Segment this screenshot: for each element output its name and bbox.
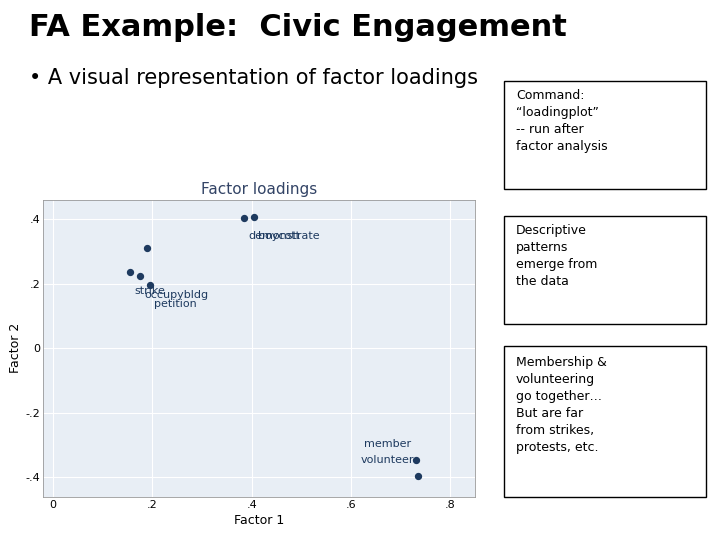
Point: [410, 455, 421, 464]
Text: Descriptive
patterns
emerge from
the data: Descriptive patterns emerge from the dat…: [516, 224, 598, 288]
Point: [248, 213, 260, 221]
Text: volunteer: volunteer: [361, 455, 414, 465]
Point: [238, 213, 250, 222]
Text: Command:
“loadingplot”
-- run after
factor analysis: Command: “loadingplot” -- run after fact…: [516, 89, 608, 153]
X-axis label: Factor 1: Factor 1: [234, 514, 284, 526]
Point: [144, 281, 156, 289]
Text: demonstrate: demonstrate: [248, 232, 320, 241]
Text: • A visual representation of factor loadings: • A visual representation of factor load…: [29, 68, 478, 87]
Text: petition: petition: [154, 299, 197, 309]
Text: member: member: [364, 438, 411, 449]
Text: strike: strike: [134, 286, 165, 296]
Point: [142, 244, 153, 253]
Point: [125, 268, 136, 277]
Text: occupybldg: occupybldg: [144, 289, 208, 300]
Text: FA Example:  Civic Engagement: FA Example: Civic Engagement: [29, 14, 567, 43]
Text: boycott: boycott: [258, 231, 300, 241]
Point: [134, 271, 145, 280]
Text: Membership &
volunteering
go together…
But are far
from strikes,
protests, etc.: Membership & volunteering go together… B…: [516, 356, 607, 454]
Point: [413, 471, 424, 480]
Title: Factor loadings: Factor loadings: [201, 182, 318, 197]
Y-axis label: Factor 2: Factor 2: [9, 323, 22, 374]
